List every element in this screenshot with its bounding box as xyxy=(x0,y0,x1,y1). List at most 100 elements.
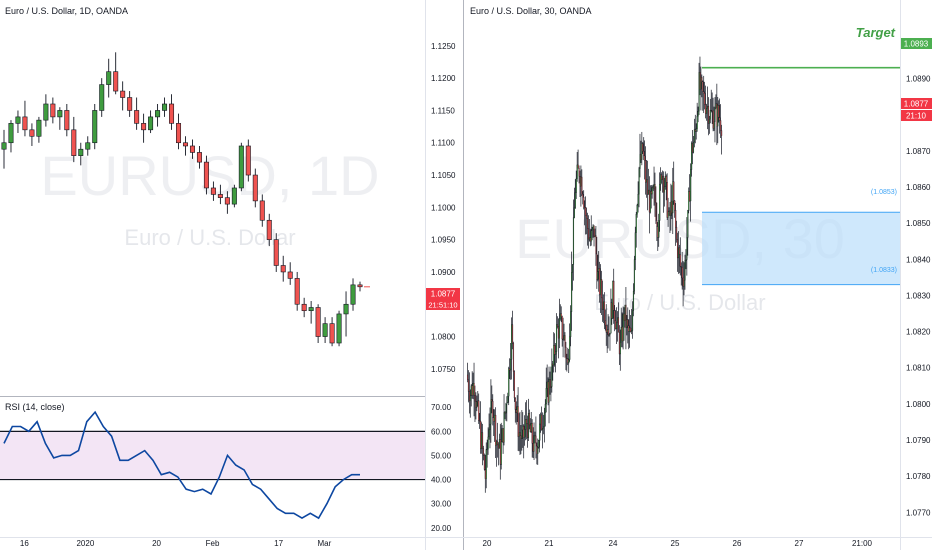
right-y-tick: 1.0800 xyxy=(906,400,931,409)
candle-body xyxy=(550,386,552,388)
candle-body xyxy=(704,93,706,105)
right-candle xyxy=(579,170,581,197)
candle-body xyxy=(120,90,126,98)
right-candle xyxy=(658,213,660,247)
left-candle xyxy=(8,120,14,153)
candle-body xyxy=(475,401,477,408)
candle-body xyxy=(658,220,660,238)
left-candle xyxy=(36,116,42,143)
right-candle xyxy=(496,439,498,467)
right-candle xyxy=(619,329,621,371)
candle-body xyxy=(635,214,637,233)
candle-body xyxy=(478,400,480,421)
right-candle xyxy=(507,392,509,403)
candle-body xyxy=(545,388,547,405)
zone-bottom-label: (1.0833) xyxy=(871,267,897,274)
candle-body xyxy=(615,320,617,330)
candle-body xyxy=(482,448,485,456)
right-candle xyxy=(625,287,627,350)
candle-body xyxy=(586,215,588,219)
right-candle xyxy=(638,166,640,208)
right-candle xyxy=(554,333,556,367)
right-y-tick: 1.0770 xyxy=(906,508,931,517)
right-candle xyxy=(493,409,495,437)
right-candle xyxy=(629,309,631,348)
candle-body xyxy=(189,145,195,153)
right-candle xyxy=(621,312,623,348)
right-candle xyxy=(546,364,548,398)
right-candle xyxy=(505,402,507,421)
candle-body xyxy=(301,303,307,312)
left-y-tick: 1.1150 xyxy=(431,106,455,115)
right-candle xyxy=(650,184,652,209)
right-candle xyxy=(481,422,483,454)
candle-body xyxy=(480,421,482,449)
candle-body xyxy=(640,154,642,160)
candle-body xyxy=(649,190,651,213)
right-candle xyxy=(614,305,616,332)
right-candle xyxy=(618,325,620,365)
left-y-tick: 1.0900 xyxy=(431,268,456,277)
candle-body xyxy=(621,326,623,342)
left-candle xyxy=(350,278,356,311)
candle-body xyxy=(155,110,161,118)
candle-body xyxy=(554,345,556,355)
right-candle xyxy=(479,412,481,429)
right-candle xyxy=(519,411,521,456)
right-candle xyxy=(569,323,571,362)
candle-body xyxy=(667,211,669,218)
right-candle xyxy=(687,209,689,256)
rsi-label[interactable]: RSI (14, close) xyxy=(5,402,65,412)
right-candle xyxy=(624,304,626,328)
candle-body xyxy=(113,71,119,92)
right-candle xyxy=(684,254,686,290)
right-candle xyxy=(540,412,542,433)
candle-body xyxy=(134,110,140,124)
candle-body xyxy=(695,128,697,132)
right-candle xyxy=(536,442,538,465)
candle-body xyxy=(665,175,667,183)
right-candle xyxy=(515,401,517,425)
target-price-badge-bg xyxy=(901,38,932,49)
candle-body xyxy=(569,336,571,360)
left-candle xyxy=(224,191,230,214)
candle-body xyxy=(707,105,710,124)
right-chart-header[interactable]: Euro / U.S. Dollar, 30, OANDA xyxy=(470,6,592,16)
candle-body xyxy=(78,148,84,156)
candle-body xyxy=(575,178,577,193)
right-candle xyxy=(478,393,480,424)
right-candle xyxy=(631,301,634,339)
candle-body xyxy=(612,280,614,319)
target-price-badge: 1.0893 xyxy=(904,40,929,49)
right-candle xyxy=(498,433,500,449)
left-chart-header[interactable]: Euro / U.S. Dollar, 1D, OANDA xyxy=(5,6,128,16)
candle-body xyxy=(486,449,488,451)
right-candle xyxy=(703,75,705,114)
right-candle xyxy=(492,394,494,426)
right-candle xyxy=(506,396,508,422)
price-zone-box[interactable] xyxy=(702,212,900,285)
left-candle xyxy=(78,142,84,166)
candle-body xyxy=(562,338,564,340)
right-y-tick: 1.0830 xyxy=(906,291,931,300)
right-candle xyxy=(636,203,638,218)
candle-body xyxy=(489,423,491,430)
candle-body xyxy=(501,428,503,442)
right-candle xyxy=(534,431,536,444)
right-candle xyxy=(494,409,496,442)
candle-body xyxy=(650,190,652,195)
right-candle xyxy=(604,309,606,331)
candle-body xyxy=(634,232,636,260)
candle-body xyxy=(329,323,335,344)
right-watermark-name: Euro / U.S. Dollar xyxy=(594,290,765,315)
candle-body xyxy=(519,432,521,436)
candle-body xyxy=(642,143,644,152)
candle-body xyxy=(224,197,230,205)
right-candle xyxy=(512,341,515,391)
candle-body xyxy=(719,117,721,121)
candle-body xyxy=(641,143,643,160)
candle-body xyxy=(697,111,699,117)
right-candle xyxy=(608,316,610,337)
candle-body xyxy=(645,160,647,183)
right-candle xyxy=(632,283,635,317)
